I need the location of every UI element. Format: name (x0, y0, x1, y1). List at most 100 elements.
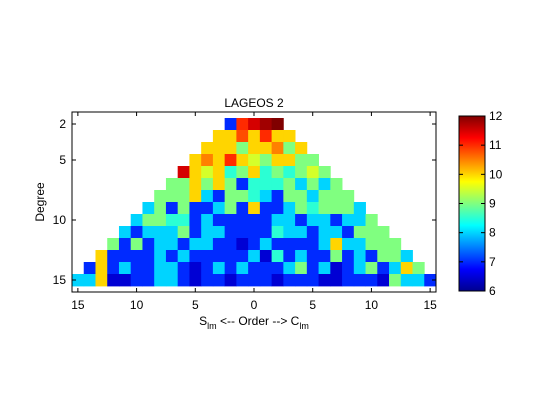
heatmap-cell (118, 262, 132, 275)
chart-title: LAGEOS 2 (224, 96, 284, 110)
heatmap-cell (236, 274, 249, 287)
heatmap-cell (318, 262, 331, 275)
heatmap-cell (353, 262, 366, 275)
heatmap-cell (353, 274, 366, 287)
heatmap-cell (165, 190, 179, 203)
heatmap-cell (306, 238, 319, 251)
x-tick-label: 5 (309, 298, 316, 312)
heatmap-cell (130, 262, 143, 275)
heatmap-cell (306, 190, 319, 203)
heatmap-cell (248, 154, 261, 167)
heatmap-cell (259, 226, 273, 239)
heatmap-cell (201, 274, 214, 287)
heatmap-cell (189, 250, 202, 263)
heatmap-cell (259, 130, 273, 143)
heatmap-cell (201, 238, 214, 251)
heatmap-cell (177, 166, 190, 179)
heatmap-cell (283, 214, 296, 227)
heatmap-cell (177, 226, 190, 239)
heatmap-cell (259, 214, 273, 227)
heatmap-cell (342, 214, 355, 227)
heatmap-cell (212, 130, 226, 143)
heatmap-cell (201, 142, 214, 155)
heatmap-cell (236, 142, 249, 155)
heatmap-cell (259, 202, 273, 215)
heatmap-cell (165, 274, 179, 287)
heatmap-cell (142, 274, 155, 287)
heatmap-cell (201, 178, 214, 191)
heatmap-cell (224, 238, 237, 251)
heatmap-cell (189, 262, 202, 275)
heatmap-cell (189, 154, 202, 167)
x-tick-label: 10 (130, 298, 144, 312)
x-tick-label: 15 (71, 298, 85, 312)
heatmap-cell (353, 238, 366, 251)
x-tick-label: 15 (423, 298, 437, 312)
heatmap-cell (177, 214, 190, 227)
colorbar-tick-label: 8 (489, 226, 496, 240)
heatmap-cell (83, 262, 96, 275)
heatmap-cell (318, 166, 331, 179)
x-tick-label: 0 (251, 298, 258, 312)
heatmap-cell (283, 202, 296, 215)
x-axis-label-middle: <-- Order --> (217, 314, 291, 328)
heatmap-cell (342, 274, 355, 287)
heatmap-cell (271, 166, 284, 179)
heatmap-cell (342, 226, 355, 239)
heatmap-cell (107, 238, 120, 251)
heatmap-cell (259, 154, 273, 167)
heatmap-cell (248, 202, 261, 215)
heatmap-cell (306, 226, 319, 239)
heatmap-cell (154, 226, 167, 239)
heatmap-cell (271, 238, 284, 251)
heatmap-cell (189, 202, 202, 215)
heatmap-cell (165, 226, 179, 239)
heatmap-cell (224, 250, 237, 263)
colorbar-tick-label: 10 (489, 167, 503, 181)
heatmap-cell (224, 214, 237, 227)
heatmap-cell (236, 154, 249, 167)
x-axis-label: Slm <-- Order --> Clm (199, 314, 309, 331)
heatmap-cell (248, 262, 261, 275)
heatmap-cell (142, 250, 155, 263)
heatmap-cell (389, 238, 402, 251)
heatmap-cell (306, 178, 319, 191)
heatmap-cell (248, 178, 261, 191)
heatmap-cell (330, 190, 343, 203)
heatmap-cell (201, 190, 214, 203)
heatmap-cell (212, 274, 226, 287)
heatmap-cell (177, 190, 190, 203)
heatmap-cell (283, 190, 296, 203)
heatmap-cell (306, 274, 319, 287)
heatmap-cell (224, 166, 237, 179)
heatmap-cell (165, 262, 179, 275)
heatmap-cell (271, 274, 284, 287)
heatmap-cell (412, 262, 425, 275)
heatmap-cell (318, 190, 331, 203)
heatmap-cell (224, 226, 237, 239)
heatmap-cell (142, 214, 155, 227)
heatmap-cell (318, 214, 331, 227)
heatmap-cell (236, 250, 249, 263)
heatmap-cell (154, 202, 167, 215)
heatmap-cell (189, 238, 202, 251)
heatmap-cell (189, 166, 202, 179)
heatmap-cell (259, 238, 273, 251)
heatmap-cell (330, 250, 343, 263)
heatmap-cell (271, 142, 284, 155)
heatmap-cell (142, 238, 155, 251)
heatmap-cell (248, 166, 261, 179)
heatmap-cell (330, 238, 343, 251)
heatmap-cell (365, 274, 378, 287)
heatmap-cell (177, 262, 190, 275)
heatmap-cell (177, 250, 190, 263)
heatmap-cell (189, 226, 202, 239)
heatmap-cell (377, 250, 390, 263)
heatmap-cell (271, 178, 284, 191)
heatmap-cell (283, 142, 296, 155)
heatmap-cell (342, 262, 355, 275)
heatmap-cell (259, 166, 273, 179)
heatmap-cell (201, 250, 214, 263)
heatmap-cell (236, 202, 249, 215)
heatmap-cell (177, 202, 190, 215)
